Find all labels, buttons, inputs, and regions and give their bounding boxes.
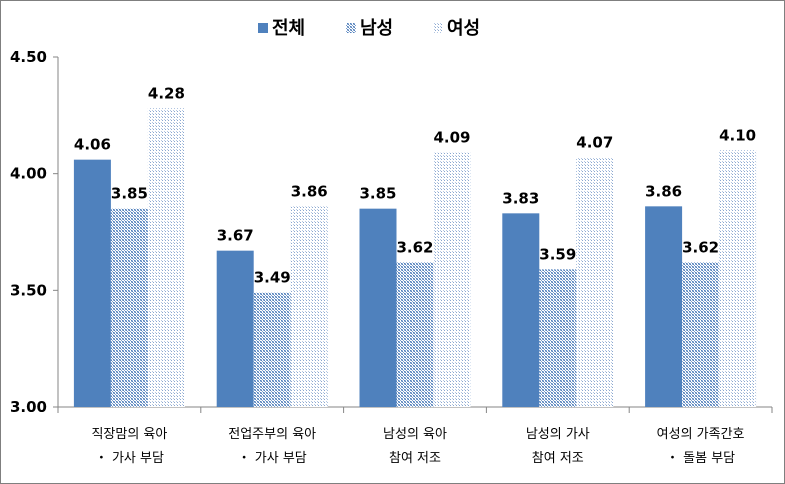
bar-전체-4 <box>502 213 540 407</box>
x-category-label: 참여 저조 <box>532 451 584 466</box>
data-label: 3.62 <box>396 238 433 256</box>
bar-전체-3 <box>359 208 397 407</box>
data-label: 4.10 <box>719 126 756 144</box>
x-category-label: 남성의 육아 <box>383 427 447 442</box>
data-label: 4.07 <box>576 133 613 151</box>
y-tick-label: 4.50 <box>10 48 47 66</box>
legend-swatch-남성 <box>346 23 356 33</box>
x-category-label: 참여 저조 <box>389 451 441 466</box>
legend-label: 남성 <box>360 18 393 39</box>
bar-전체-2 <box>216 250 254 407</box>
x-category-label: ・ 가사 부담 <box>95 451 164 466</box>
data-label: 4.28 <box>148 84 185 102</box>
data-label: 4.06 <box>74 136 111 154</box>
bar-남성-4 <box>539 269 577 407</box>
data-label: 3.86 <box>291 182 328 200</box>
bar-남성-5 <box>682 262 720 407</box>
x-category-label: 남성의 가사 <box>526 427 590 442</box>
bar-여성-1 <box>147 108 185 407</box>
y-tick-label: 4.00 <box>10 165 47 183</box>
x-category-label: 여성의 가족간호 <box>657 427 745 442</box>
legend-label: 여성 <box>447 18 480 39</box>
legend-swatch-전체 <box>258 23 268 33</box>
data-labels: 4.06 3.85 4.28 3.67 3.49 3.86 3.85 3.62 4.09 3.83… <box>74 84 756 286</box>
bar-남성-3 <box>396 262 434 407</box>
data-label: 3.62 <box>682 238 719 256</box>
data-label: 3.49 <box>254 269 291 287</box>
bar-남성-1 <box>110 208 148 407</box>
data-label: 3.83 <box>502 189 539 207</box>
x-category-label: ・ 가사 부담 <box>238 451 307 466</box>
x-category-label: 전업주부의 육아 <box>228 427 316 442</box>
bar-여성-4 <box>576 157 614 407</box>
y-tick-label: 3.50 <box>10 281 47 299</box>
data-label: 3.86 <box>645 182 682 200</box>
legend-label: 전체 <box>272 18 305 39</box>
bar-남성-2 <box>253 292 291 407</box>
x-category-label: 직장맘의 육아 <box>91 427 167 442</box>
axes: 3.00 3.50 4.00 4.50 직장맘의 육아 ・ 가사 부담 전업주부의 육아 ・ … <box>10 48 773 466</box>
bar-여성-5 <box>719 150 757 408</box>
data-label: 3.85 <box>111 185 148 203</box>
y-tick-label: 3.00 <box>10 398 47 416</box>
bars <box>73 108 757 408</box>
bar-여성-2 <box>290 206 328 407</box>
data-label: 3.59 <box>539 245 576 263</box>
legend-swatch-여성 <box>433 23 443 33</box>
bar-여성-3 <box>433 152 471 407</box>
x-category-label: ・ 돌봄 부담 <box>666 451 735 466</box>
bar-전체-5 <box>645 206 683 407</box>
legend: 전체 남성 여성 <box>258 18 480 39</box>
bar-전체-1 <box>73 159 111 407</box>
data-label: 4.09 <box>433 129 470 147</box>
data-label: 3.85 <box>359 185 396 203</box>
data-label: 3.67 <box>217 227 254 245</box>
